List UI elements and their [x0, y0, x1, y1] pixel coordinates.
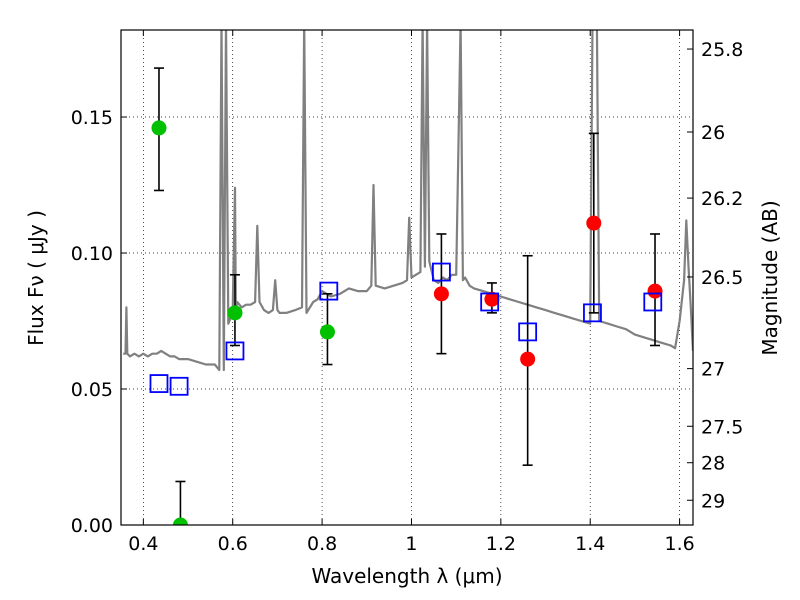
- right-tick-label: 28: [701, 453, 725, 475]
- data-point: [586, 215, 602, 231]
- y-tick-label: 0.00: [71, 515, 113, 537]
- right-tick-label: 27: [701, 359, 725, 381]
- axes: 0.4 0.6 0.8 1 1.2 1.4 1.6 0.00 0.05 0.10 0.15 25.8 2…: [71, 30, 743, 555]
- right-tick-label: 29: [701, 490, 725, 512]
- data-point: [484, 291, 500, 307]
- data-point: [319, 324, 335, 340]
- y-tick-label: 0.05: [71, 379, 113, 401]
- x-axis-label: Wavelength λ (μm): [311, 564, 502, 588]
- plot-frame: [120, 29, 694, 526]
- model-square: [643, 292, 663, 312]
- sed-model-line: [123, 30, 693, 372]
- data-point: [433, 286, 449, 302]
- model-square: [518, 322, 538, 342]
- model-square: [225, 341, 245, 361]
- plot-area: [123, 30, 693, 525]
- x-tick-label: 0.4: [128, 533, 158, 555]
- model-square: [319, 281, 339, 301]
- x-tick-label: 0.8: [307, 533, 337, 555]
- right-axis-label: Magnitude (AB): [758, 200, 782, 355]
- data-point: [647, 283, 663, 299]
- model-square: [169, 376, 189, 396]
- right-tick-label: 26.2: [701, 188, 743, 210]
- x-tick-label: 1.4: [575, 533, 605, 555]
- y-tick-label: 0.15: [71, 107, 113, 129]
- data-point: [227, 305, 243, 321]
- x-tick-label: 1.6: [664, 533, 694, 555]
- x-tick-label: 1: [405, 533, 417, 555]
- x-tick-label: 0.6: [218, 533, 248, 555]
- model-square: [583, 303, 602, 323]
- y-tick-label: 0.10: [71, 243, 113, 265]
- x-tick-label: 1.2: [486, 533, 516, 555]
- right-tick-label: 25.8: [701, 39, 743, 61]
- model-square: [432, 262, 451, 282]
- right-tick-label: 26.5: [701, 267, 743, 289]
- model-square: [149, 374, 169, 393]
- right-tick-label: 27.5: [701, 416, 743, 438]
- y-axis-label: Flux Fν ( μJy ): [24, 210, 48, 346]
- data-point: [520, 351, 536, 367]
- data-point: [172, 517, 188, 525]
- model-square: [480, 292, 500, 312]
- data-point: [151, 120, 167, 136]
- right-tick-label: 26: [701, 122, 725, 144]
